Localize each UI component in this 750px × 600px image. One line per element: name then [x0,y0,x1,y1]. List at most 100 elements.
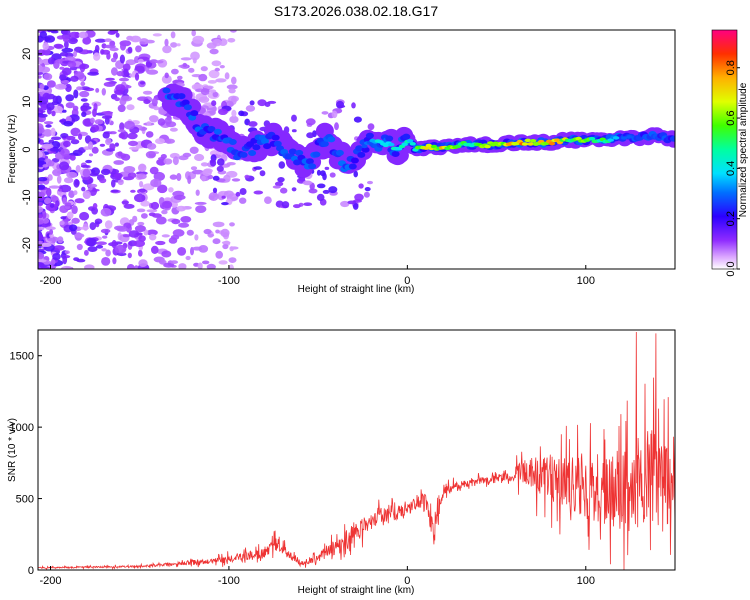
spectrogram-noise-cell [239,197,247,204]
spectrogram-noise-cell [43,73,53,81]
spectrogram-noise-cell [192,246,203,251]
spectrogram-noise-cell [62,30,71,35]
spectrogram-noise-cell [231,178,241,182]
spectrogram-noise-cell [195,205,207,214]
spectrogram-noise-cell [303,202,313,206]
spectrogram-noise-cell [161,74,172,84]
spectrogram-noise-cell [152,33,162,37]
spectrogram-noise-cell [209,89,217,93]
colorbar-label: Normalized spectral amplitude [738,82,749,217]
spectrogram-noise-cell [306,132,315,139]
spectrogram-noise-cell [257,99,267,107]
spectrogram-noise-cell [281,201,290,209]
spectrogram-noise-cell [155,216,167,225]
spectrogram-noise-cell [49,147,60,152]
spectrogram-noise-cell [59,184,72,193]
spectrogram-noise-cell [171,68,179,75]
spectrogram-ridge-mid [177,93,186,100]
spectrogram-noise-cell [51,110,56,117]
spectrogram-noise-cell [340,200,350,208]
spectrogram-noise-cell [223,190,234,198]
spectrogram-noise-cell [202,260,210,265]
spectrogram-noise-cell [67,61,77,68]
spectrogram-ridge-core [626,135,633,139]
spectrogram-noise-cell [80,164,90,168]
spectrogram-noise-cell [93,52,101,61]
spectrogram-noise-cell [329,172,336,178]
spectrogram-ridge-core [588,136,596,141]
spectrogram-noise-cell [230,30,237,33]
spectrogram-ridge-mid [308,163,317,170]
spectrogram-noise-cell [180,216,192,223]
spectrogram-noise-cell [80,81,86,87]
spectrogram-noise-cell [149,233,157,241]
spectrogram-noise-cell [212,187,218,193]
spectrogram-noise-cell [364,187,371,192]
spectrogram-ridge-mid [252,144,261,151]
spectrogram-noise-cell [151,245,159,254]
spectrogram-ridge-mid [305,158,314,165]
spectrogram-noise-cell [145,131,154,138]
spectrogram-noise-cell [105,77,115,81]
colorbar-tick-label: 0.4 [725,161,737,176]
spectrogram-noise-cell [336,104,346,108]
spectrogram-noise-cell [59,161,70,171]
spectrogram-noise-cell [354,193,364,201]
spectrogram-noise-cell [76,258,86,263]
spectrogram-noise-cell [92,203,98,209]
spectrogram-ridge-core [548,141,556,146]
snr-x-ticks: -200 -100 0 100 [39,566,595,587]
spectrogram-noise-cell [322,189,330,194]
spectrogram-noise-cell [66,211,74,220]
spectrogram-ridge-mid [293,159,302,166]
spectrogram-ridge-mid [190,110,199,117]
spectrogram-noise-cell [38,71,44,75]
spectrogram-noise-cell [198,96,210,103]
spectrogram-noise-cell [109,47,119,52]
spectrogram-noise-cell [153,106,160,111]
spectrogram-noise-cell [170,260,179,264]
spectrogram-noise-cell [65,102,75,109]
spectrogram-noise-cell [291,114,297,122]
spectrogram-noise-cell [65,83,72,93]
spectrogram-x-tick-label: 0 [404,275,410,287]
spectrogram-noise-cell [130,189,136,193]
spectrogram-noise-cell [38,255,44,260]
spectrogram-noise-cell [57,236,64,244]
spectrogram-noise-cell [165,138,176,144]
spectrogram-noise-cell [82,36,92,45]
spectrogram-noise-cell [215,250,223,259]
spectrogram-noise-cell [88,141,93,150]
spectrogram-ridge-mid [188,114,197,121]
spectrogram-noise-cell [334,122,339,131]
spectrogram-noise-cell [57,188,63,192]
spectrogram-noise-cell [172,229,185,237]
spectrogram-noise-cell [352,202,359,210]
spectrogram-noise-cell [208,69,220,79]
spectrogram-noise-cell [110,189,119,193]
spectrogram-noise-cell [111,240,117,249]
spectrogram-noise-cell [133,240,145,247]
spectrogram-noise-cell [177,75,183,80]
spectrogram-noise-cell [59,66,65,70]
snr-x-tick-label: 0 [404,575,410,587]
spectrogram-noise-cell [308,188,318,194]
spectrogram-noise-cell [200,66,208,72]
spectrogram-noise-cell [358,183,364,189]
spectrogram-noise-cell [125,59,137,66]
spectrogram-noise-cell [79,90,90,98]
snr-y-tick-label: 0 [28,565,34,577]
spectrogram-noise-cell [38,75,42,79]
spectrogram-noise-cell [135,45,142,53]
spectrogram-noise-cell [110,57,117,63]
spectrogram-noise-cell [212,175,220,181]
spectrogram-noise-cell [248,121,258,127]
spectrogram-noise-cell [60,133,69,139]
spectrogram-noise-cell [38,226,45,231]
spectrogram-noise-cell [163,158,173,165]
spectrogram-ridge-mid [312,151,321,158]
spectrogram-noise-cell [95,244,104,249]
spectrogram-noise-cell [38,232,44,241]
spectrogram-noise-cell [161,250,172,258]
